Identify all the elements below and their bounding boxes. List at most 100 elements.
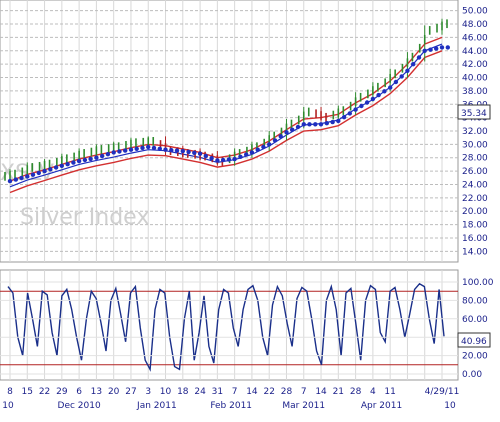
price-y-tick-label: 42.00	[462, 60, 488, 70]
sar-dot	[284, 130, 289, 135]
price-y-tick-label: 32.00	[462, 127, 488, 137]
x-date-label: 3	[145, 387, 151, 397]
sar-dot	[111, 150, 116, 155]
sar-dot	[71, 160, 76, 165]
price-y-tick-label: 50.00	[462, 7, 488, 17]
sar-dot	[353, 107, 358, 112]
sar-dot	[341, 115, 347, 120]
oscillator-y-tick-label: 100.00	[462, 278, 494, 288]
x-date-label: 4/29/11	[425, 387, 460, 397]
price-y-tick-label: 48.00	[462, 20, 488, 30]
sar-dot	[318, 122, 324, 127]
sar-dot	[416, 55, 422, 60]
sar-dot	[255, 147, 260, 152]
x-month-label: Apr 2011	[361, 401, 402, 411]
sar-dot	[174, 148, 180, 153]
sar-dot	[169, 148, 174, 153]
oscillator-line	[7, 282, 445, 372]
price-y-tick-label: 28.00	[462, 154, 488, 164]
x-date-label: 28	[350, 387, 362, 397]
sar-dot	[186, 149, 191, 155]
x-date-label: 22	[39, 387, 50, 397]
sar-dot	[405, 68, 410, 74]
price-y-tick-label: 22.00	[462, 194, 488, 204]
sar-dot	[88, 156, 93, 162]
sar-dot	[19, 175, 24, 181]
moving-average-line	[9, 43, 443, 188]
price-y-tick-label: 46.00	[462, 33, 488, 43]
oscillator-thresholds	[0, 290, 458, 366]
sar-dot	[313, 122, 318, 127]
sar-dot	[53, 165, 59, 170]
sar-dot	[157, 146, 162, 151]
lower-band-line	[9, 50, 443, 194]
x-date-label: 8	[7, 387, 13, 397]
sar-dot	[94, 155, 99, 160]
x-date-label: 20	[108, 387, 120, 397]
x-date-label: 6	[76, 387, 82, 397]
price-y-tick-label: 30.00	[462, 140, 488, 150]
x-date-label: 21	[333, 387, 344, 397]
sar-dot	[376, 92, 381, 98]
sar-dot	[301, 122, 306, 127]
sar-dot	[105, 152, 111, 157]
x-date-label: 14	[246, 387, 258, 397]
sar-dot	[428, 47, 433, 52]
sar-dot	[347, 111, 352, 116]
x-date-label: 18	[177, 387, 189, 397]
sar-dot	[290, 127, 295, 132]
sar-dot	[324, 121, 329, 126]
price-y-tick-label: 44.00	[462, 47, 488, 57]
sar-dot	[232, 156, 237, 162]
sar-dot	[307, 122, 312, 127]
oscillator-last-value-box: 40.96	[457, 332, 491, 348]
sar-dot	[76, 158, 82, 164]
sar-dot	[336, 118, 341, 124]
sar-dot	[13, 177, 18, 182]
sar-dot	[59, 163, 64, 168]
sar-dot	[226, 157, 232, 162]
x-axis-month-labels: 10 Dec 2010 Jan 2011 Feb 2011 Mar 2011 Apr 20…	[2, 401, 456, 411]
price-vertical-grid	[9, 0, 443, 262]
sar-dot	[42, 168, 47, 174]
oscillator-series-line	[7, 282, 445, 372]
sar-dot	[445, 45, 450, 50]
x-axis-date-labels: 8 15 22 29 6 13 20 27 3 10 18 24 31 7 14 22 28 7 14 21 28 4 11…	[7, 387, 459, 397]
price-horizontal-grid	[0, 10, 458, 252]
sar-dot	[249, 150, 255, 155]
x-date-label: 22	[263, 387, 274, 397]
sar-dot	[123, 148, 128, 153]
x-date-label: 7	[301, 387, 307, 397]
x-date-label: 7	[232, 387, 238, 397]
sar-dot	[238, 154, 243, 159]
x-month-label: 10	[444, 401, 456, 411]
upper-band-line	[9, 36, 443, 182]
sar-dot	[128, 147, 134, 152]
sar-dot	[439, 45, 445, 50]
sar-dot	[422, 48, 427, 53]
price-y-tick-label: 40.00	[462, 74, 488, 84]
oscillator-y-tick-label: 60.00	[462, 315, 488, 325]
x-date-label: 27	[125, 387, 136, 397]
sar-dot	[244, 152, 249, 157]
sar-dot	[388, 85, 393, 90]
price-y-tick-label: 20.00	[462, 207, 488, 217]
price-bands	[9, 36, 443, 194]
sar-dot	[7, 178, 13, 184]
sar-dot	[117, 149, 122, 154]
sar-dot	[100, 153, 105, 159]
sar-dot	[82, 157, 88, 163]
sar-dot	[261, 144, 266, 150]
x-month-label: Mar 2011	[282, 401, 325, 411]
oscillator-y-tick-label: 80.00	[462, 296, 488, 306]
price-y-tick-label: 16.00	[462, 234, 488, 244]
sar-dot	[65, 162, 70, 167]
sar-dot	[140, 145, 145, 151]
x-date-label: 10	[160, 387, 172, 397]
price-panel: XSLV Silver Index 14.0016.0018.0020.0022…	[0, 0, 491, 263]
price-y-tick-label: 14.00	[462, 247, 488, 257]
sar-dot	[272, 138, 278, 143]
sar-dot	[197, 151, 203, 156]
watermark-name: Silver Index	[20, 205, 149, 230]
